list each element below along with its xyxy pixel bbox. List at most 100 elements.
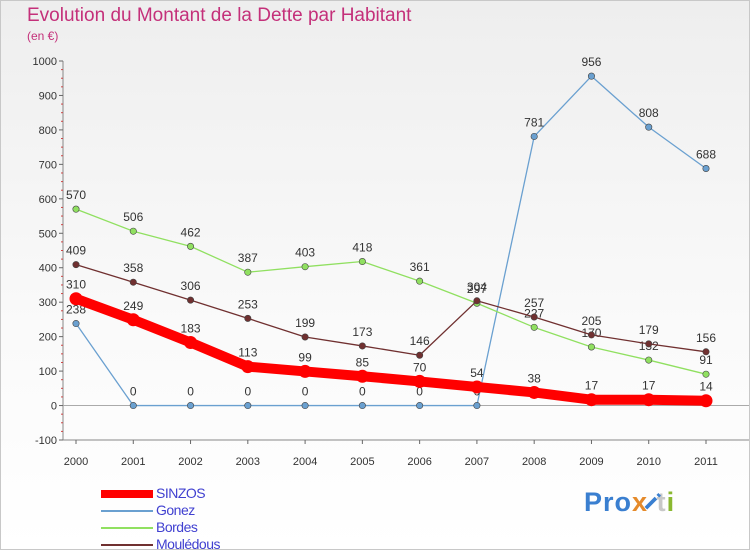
x-tick-label: 2010 (636, 456, 660, 468)
series-line-bordes (75, 208, 707, 375)
data-point-bordes (645, 356, 653, 364)
data-point-mouledous (129, 278, 137, 286)
y-tick-label: 400 (39, 263, 57, 275)
data-point-sinzos (470, 380, 484, 394)
data-label-sinzos: 17 (642, 379, 656, 393)
x-tick-label: 2007 (465, 456, 489, 468)
x-tick-label: 2011 (694, 456, 718, 468)
data-point-gonez (129, 402, 137, 410)
x-tick-label: 2003 (236, 456, 260, 468)
data-point-mouledous (587, 331, 595, 339)
x-tick-label: 2005 (350, 456, 374, 468)
x-tick-label: 2009 (579, 456, 603, 468)
data-label-bordes: 387 (238, 251, 258, 265)
y-tick-label: 200 (39, 332, 57, 344)
data-label-sinzos: 85 (356, 355, 370, 369)
data-point-sinzos (298, 364, 312, 378)
unit-label: (en €) (27, 29, 59, 43)
legend-swatch (101, 510, 153, 512)
data-label-gonez: 238 (66, 303, 86, 317)
legend-swatch (101, 490, 153, 498)
data-label-sinzos: 113 (238, 346, 257, 360)
legend-label: Bordes (156, 519, 198, 535)
data-point-gonez (416, 402, 424, 410)
data-label-mouledous: 304 (467, 280, 487, 294)
data-label-mouledous: 179 (639, 323, 659, 337)
data-point-mouledous (530, 313, 538, 321)
data-label-mouledous: 257 (524, 296, 544, 310)
data-point-bordes (244, 268, 252, 276)
data-point-gonez (244, 402, 252, 410)
data-point-bordes (72, 205, 80, 213)
series-line-gonez (75, 75, 707, 407)
x-tick-label: 2002 (178, 456, 202, 468)
data-label-mouledous: 358 (123, 261, 143, 275)
data-point-gonez (702, 164, 710, 172)
x-tick-label: 2008 (522, 456, 546, 468)
data-point-bordes (358, 258, 366, 266)
data-label-mouledous: 409 (66, 244, 86, 258)
data-label-sinzos: 249 (123, 299, 143, 313)
proxiti-logo: Proxiti (584, 487, 676, 517)
data-point-bordes (301, 263, 309, 271)
data-point-sinzos (413, 374, 427, 388)
data-label-mouledous: 146 (410, 334, 430, 348)
data-label-mouledous: 306 (181, 279, 201, 293)
data-label-bordes: 91 (699, 353, 713, 367)
data-label-bordes: 462 (181, 225, 201, 239)
data-point-sinzos (642, 393, 656, 407)
data-point-gonez (358, 402, 366, 410)
data-label-bordes: 403 (295, 246, 315, 260)
data-point-gonez (473, 402, 481, 410)
data-point-mouledous (702, 348, 710, 356)
data-point-mouledous (358, 342, 366, 350)
y-tick-label: -100 (35, 435, 57, 447)
data-point-mouledous (244, 314, 252, 322)
data-point-bordes (187, 242, 195, 250)
data-point-gonez (645, 123, 653, 131)
data-label-sinzos: 38 (528, 371, 542, 385)
data-point-mouledous (301, 333, 309, 341)
data-label-bordes: 361 (410, 260, 430, 274)
data-label-gonez: 0 (416, 385, 423, 399)
data-label-bordes: 297 (467, 282, 487, 296)
data-point-bordes (416, 277, 424, 285)
data-label-gonez: 688 (696, 147, 716, 161)
x-tick-label: 2006 (407, 456, 431, 468)
legend-swatch (101, 527, 153, 529)
data-point-mouledous (645, 340, 653, 348)
data-point-bordes (129, 227, 137, 235)
legend-label: Moulédous (156, 536, 221, 552)
data-label-sinzos: 310 (66, 278, 86, 292)
data-label-gonez: 0 (359, 385, 366, 399)
series-line-sinzos (71, 293, 711, 406)
data-point-gonez (530, 132, 538, 140)
data-label-mouledous: 253 (238, 297, 258, 311)
data-point-mouledous (473, 297, 481, 305)
y-tick-label: 1000 (33, 56, 57, 68)
data-label-gonez: 0 (130, 385, 137, 399)
data-label-mouledous: 199 (295, 316, 315, 330)
data-point-gonez (587, 72, 595, 80)
data-label-bordes: 418 (352, 241, 372, 255)
data-point-mouledous (187, 296, 195, 304)
y-tick-label: 500 (39, 228, 57, 240)
data-label-gonez: 0 (187, 385, 194, 399)
y-tick-label: 600 (39, 194, 57, 206)
data-point-sinzos (69, 292, 83, 306)
data-label-gonez: 956 (581, 55, 601, 69)
data-point-sinzos (699, 394, 713, 408)
data-point-gonez (301, 402, 309, 410)
chart-title: Evolution du Montant de la Dette par Hab… (27, 5, 412, 26)
data-point-gonez (72, 320, 80, 328)
data-label-sinzos: 14 (699, 380, 713, 394)
x-tick-label: 2001 (121, 456, 145, 468)
data-label-bordes: 227 (524, 306, 544, 320)
legend-swatch (101, 544, 153, 546)
data-point-sinzos (184, 335, 198, 349)
data-point-sinzos (241, 360, 255, 374)
data-point-bordes (587, 343, 595, 351)
data-label-mouledous: 205 (581, 314, 601, 328)
